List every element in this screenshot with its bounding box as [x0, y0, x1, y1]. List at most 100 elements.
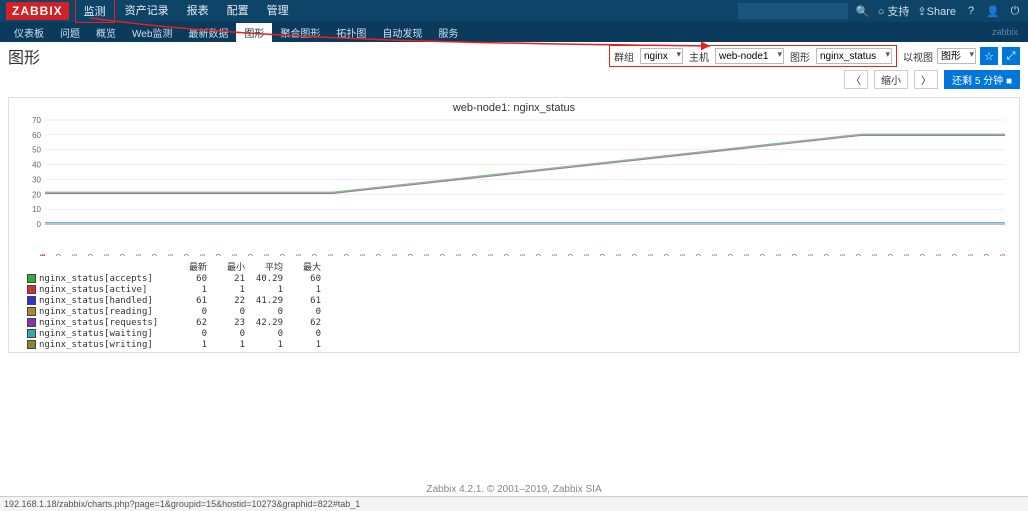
topnav-2[interactable]: 报表: [179, 0, 217, 23]
chart-container: web-node1: nginx_status 0102030405060701…: [8, 97, 1020, 353]
legend-col-min: 最小: [207, 260, 245, 273]
legend: 最新 最小 平均 最大 nginx_status[accepts]602140.…: [27, 260, 1013, 350]
search-input[interactable]: [738, 3, 848, 19]
user-icon[interactable]: 👤: [986, 4, 1000, 18]
svg-text:16:32:45: 16:32:45: [360, 254, 367, 256]
view-label: 以视图: [903, 49, 933, 64]
svg-text:16:34:00: 16:34:00: [600, 254, 607, 256]
subnav-6[interactable]: 聚合图形: [272, 23, 328, 42]
topbar-right: 🔍 ○ 支持 ⇪Share ? 👤 ⏻: [738, 3, 1022, 19]
svg-text:16:32:40: 16:32:40: [344, 254, 351, 256]
svg-text:16:36:05: 16:36:05: [1000, 254, 1007, 256]
subnav-2[interactable]: 概览: [88, 23, 124, 42]
svg-text:16:34:25: 16:34:25: [680, 254, 687, 256]
search-icon[interactable]: 🔍: [856, 4, 870, 18]
svg-text:16:31:40: 16:31:40: [152, 254, 159, 256]
svg-text:16:33:05: 16:33:05: [424, 254, 431, 256]
sub-nav: 仪表板问题概览Web监测最新数据图形聚合图形拓扑图自动发现服务: [6, 23, 466, 42]
svg-text:16:33:35: 16:33:35: [520, 254, 527, 256]
svg-text:50: 50: [32, 146, 41, 155]
svg-text:16:33:25: 16:33:25: [488, 254, 495, 256]
svg-text:16:31:45: 16:31:45: [168, 254, 175, 256]
svg-text:16:34:20: 16:34:20: [664, 254, 671, 256]
svg-text:16:35:35: 16:35:35: [904, 254, 911, 256]
fullscreen-button[interactable]: ⤢: [1002, 47, 1020, 65]
svg-text:16:35:55: 16:35:55: [968, 254, 975, 256]
svg-text:70: 70: [32, 116, 41, 125]
svg-text:16:32:55: 16:32:55: [392, 254, 399, 256]
legend-header: 最新 最小 平均 最大: [27, 260, 1013, 273]
svg-text:16:33:30: 16:33:30: [504, 254, 511, 256]
svg-text:16:31:25: 16:31:25: [104, 254, 111, 256]
group-select[interactable]: nginx: [640, 48, 683, 64]
subnav-3[interactable]: Web监测: [124, 23, 180, 42]
svg-text:16:32:15: 16:32:15: [264, 254, 271, 256]
svg-text:40: 40: [32, 161, 41, 170]
svg-text:20: 20: [32, 190, 41, 199]
svg-text:16:34:50: 16:34:50: [760, 254, 767, 256]
share-link[interactable]: ⇪Share: [917, 5, 956, 18]
svg-text:60: 60: [32, 131, 41, 140]
svg-text:16:31:15: 16:31:15: [72, 254, 79, 256]
favorite-button[interactable]: ☆: [980, 47, 998, 65]
svg-text:16:34:40: 16:34:40: [728, 254, 735, 256]
legend-col-max: 最大: [283, 260, 321, 273]
help-icon[interactable]: ?: [964, 4, 978, 18]
top-nav: 监测资产记录报表配置管理: [75, 0, 297, 23]
topnav-3[interactable]: 配置: [219, 0, 257, 23]
host-select[interactable]: web-node1: [715, 48, 784, 64]
topnav-1[interactable]: 资产记录: [117, 0, 177, 23]
subnav-5[interactable]: 图形: [236, 23, 272, 42]
chart-svg: 01020304050607016:31:0516:31:1016:31:151…: [15, 116, 1013, 256]
view-select[interactable]: 图形: [937, 48, 976, 64]
legend-row: nginx_status[waiting]0000: [27, 328, 1013, 339]
filter-group: 群组 nginx 主机 web-node1 图形 nginx_status: [609, 45, 897, 67]
svg-text:16:31:50: 16:31:50: [184, 254, 191, 256]
svg-text:16:35:10: 16:35:10: [824, 254, 831, 256]
subnav-8[interactable]: 自动发现: [374, 23, 430, 42]
legend-row: nginx_status[active]1111: [27, 284, 1013, 295]
svg-text:16:34:35: 16:34:35: [712, 254, 719, 256]
chart-title: web-node1: nginx_status: [15, 102, 1013, 114]
svg-text:16:34:05: 16:34:05: [616, 254, 623, 256]
support-link[interactable]: ○ 支持: [878, 3, 910, 19]
shrink-button[interactable]: 缩小: [874, 70, 908, 89]
svg-text:16:34:30: 16:34:30: [696, 254, 703, 256]
sub-nav-bar: 仪表板问题概览Web监测最新数据图形聚合图形拓扑图自动发现服务 zabbix: [0, 22, 1028, 42]
svg-text:16:35:00: 16:35:00: [792, 254, 799, 256]
next-time-button[interactable]: 〉: [914, 70, 938, 89]
svg-text:16:33:10: 16:33:10: [440, 254, 447, 256]
filter-row: 图形 群组 nginx 主机 web-node1 图形 nginx_status…: [0, 42, 1028, 66]
subnav-0[interactable]: 仪表板: [6, 23, 52, 42]
svg-text:16:33:40: 16:33:40: [536, 254, 543, 256]
subnav-7[interactable]: 拓扑图: [328, 23, 374, 42]
svg-text:16:34:15: 16:34:15: [648, 254, 655, 256]
svg-text:16:33:55: 16:33:55: [584, 254, 591, 256]
svg-text:16:33:50: 16:33:50: [568, 254, 575, 256]
graph-select[interactable]: nginx_status: [816, 48, 892, 64]
svg-text:16:36:00: 16:36:00: [984, 254, 991, 256]
prev-time-button[interactable]: 〈: [844, 70, 868, 89]
graph-label: 图形: [790, 49, 810, 64]
subnav-1[interactable]: 问题: [52, 23, 88, 42]
svg-text:16:35:20: 16:35:20: [856, 254, 863, 256]
svg-text:16:32:30: 16:32:30: [312, 254, 319, 256]
power-icon[interactable]: ⏻: [1008, 4, 1022, 18]
legend-row: nginx_status[accepts]602140.2960: [27, 273, 1013, 284]
subnav-4[interactable]: 最新数据: [180, 23, 236, 42]
svg-text:16:35:45: 16:35:45: [936, 254, 943, 256]
svg-text:16:31:55: 16:31:55: [200, 254, 207, 256]
group-label: 群组: [614, 49, 634, 64]
status-bar: 192.168.1.18/zabbix/charts.php?page=1&gr…: [0, 496, 1028, 511]
legend-row: nginx_status[handled]612241.2961: [27, 295, 1013, 306]
page-title: 图形: [8, 44, 40, 68]
topnav-4[interactable]: 管理: [259, 0, 297, 23]
svg-text:16:32:10: 16:32:10: [248, 254, 255, 256]
timer-button[interactable]: 还剩 5 分钟 ■: [944, 70, 1020, 89]
svg-text:16:32:05: 16:32:05: [232, 254, 239, 256]
subnav-9[interactable]: 服务: [430, 23, 466, 42]
svg-text:16:34:10: 16:34:10: [632, 254, 639, 256]
svg-text:16:35:15: 16:35:15: [840, 254, 847, 256]
svg-text:16:31:20: 16:31:20: [88, 254, 95, 256]
topnav-0[interactable]: 监测: [75, 0, 115, 23]
